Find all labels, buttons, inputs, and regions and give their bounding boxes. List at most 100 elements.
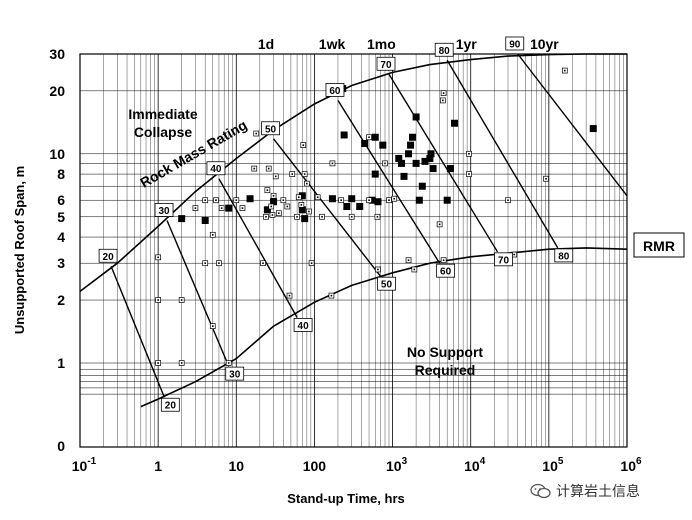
rmr-label-60-top: 60 xyxy=(325,83,345,97)
open-point-dot xyxy=(302,144,305,146)
rmr-label-box xyxy=(554,248,574,263)
rmr-label-80-bottom: 80 xyxy=(554,248,574,263)
data-points xyxy=(155,67,597,366)
open-point xyxy=(411,266,418,273)
open-point xyxy=(272,173,279,180)
rmr-label-box xyxy=(436,263,456,278)
rmr-label-80-top: 80 xyxy=(434,42,454,57)
filled-point xyxy=(450,119,458,127)
filled-point xyxy=(301,215,309,223)
open-point xyxy=(268,203,275,210)
open-point-dot xyxy=(306,182,308,185)
rmr-lines xyxy=(110,53,628,398)
rmr-label-text: 20 xyxy=(165,401,177,412)
filled-point xyxy=(407,141,415,149)
open-point xyxy=(280,197,287,204)
filled-point xyxy=(405,150,413,158)
open-point-dot xyxy=(513,253,515,256)
open-point xyxy=(366,197,372,204)
open-point xyxy=(301,171,308,177)
rmr-label-text: 30 xyxy=(158,206,170,217)
filled-point xyxy=(343,202,351,210)
rmr-line-20 xyxy=(110,266,165,398)
time-label: 1d xyxy=(258,36,274,52)
filled-point xyxy=(263,206,271,214)
open-point xyxy=(304,180,310,187)
open-point-dot xyxy=(278,212,280,215)
open-point-dot xyxy=(291,173,294,175)
open-point-dot xyxy=(384,162,386,165)
rmr-line-50 xyxy=(273,138,382,277)
wechat-icon xyxy=(530,483,551,499)
open-point xyxy=(269,212,276,218)
filled-point xyxy=(298,206,306,214)
rmr-label-box xyxy=(494,252,513,267)
filled-point xyxy=(340,131,348,139)
rmr-label-text: 70 xyxy=(498,255,510,266)
rmr-line-40 xyxy=(218,178,298,318)
open-point-dot xyxy=(468,173,470,175)
open-point xyxy=(264,187,271,194)
open-point xyxy=(202,197,209,204)
open-point-dot xyxy=(241,207,244,209)
y-tick-label: 1 xyxy=(57,355,65,371)
open-point xyxy=(295,194,302,201)
open-point-dot xyxy=(442,92,445,94)
open-point-dot xyxy=(266,189,269,191)
open-point-dot xyxy=(271,214,274,216)
open-point-dot xyxy=(272,194,275,197)
immediate-collapse-label: Collapse xyxy=(134,124,193,140)
rmr-label-box xyxy=(98,248,118,263)
filled-point xyxy=(371,170,379,178)
open-point xyxy=(218,205,225,211)
x-tick-label: 10 xyxy=(228,458,244,474)
rmr-label-box xyxy=(505,36,525,51)
filled-point xyxy=(328,195,336,203)
rmr-label-40-top: 40 xyxy=(206,161,226,175)
open-point xyxy=(466,150,472,157)
y-tick-label: 2 xyxy=(57,292,65,308)
open-point-dot xyxy=(265,215,267,218)
rmr-label-box xyxy=(377,276,396,291)
filled-point xyxy=(270,198,278,206)
rmr-label-text: 50 xyxy=(381,280,393,291)
no-support-label: Required xyxy=(415,362,476,378)
rmr-legend-box xyxy=(633,232,685,258)
open-point-dot xyxy=(545,177,547,180)
filled-point xyxy=(178,215,186,223)
open-point xyxy=(294,213,300,220)
x-tick-label: 100 xyxy=(303,458,327,474)
rmr-line-30 xyxy=(166,220,230,367)
plot-frame xyxy=(79,53,628,448)
filled-point xyxy=(395,154,403,162)
open-point-dot xyxy=(340,199,342,202)
grid-lines xyxy=(80,53,627,447)
rmr-line-80 xyxy=(446,59,559,249)
open-point xyxy=(286,292,293,299)
rmr-line-60 xyxy=(337,100,441,264)
open-point xyxy=(202,260,209,267)
rmr-label-30-bottom: 30 xyxy=(225,366,245,381)
open-point xyxy=(466,171,472,177)
open-point xyxy=(265,165,272,172)
open-point-dot xyxy=(331,162,334,165)
open-point xyxy=(284,203,291,210)
time-label: 10yr xyxy=(530,36,559,52)
open-point xyxy=(314,194,321,201)
filled-point xyxy=(415,196,423,204)
open-point xyxy=(505,197,511,204)
rmr-line-70 xyxy=(388,73,499,253)
open-point xyxy=(374,213,381,220)
filled-point xyxy=(429,165,437,173)
rmr-label-box xyxy=(225,366,245,381)
filled-point xyxy=(371,133,379,141)
filled-point xyxy=(400,172,408,180)
open-point-dot xyxy=(330,294,333,297)
open-point-dot xyxy=(297,196,300,199)
open-point xyxy=(239,205,246,211)
open-point xyxy=(375,266,381,273)
y-tick-label: 0 xyxy=(57,438,65,454)
filled-point xyxy=(368,196,376,204)
open-point xyxy=(213,197,219,204)
x-tick-label: 103 xyxy=(386,456,408,474)
